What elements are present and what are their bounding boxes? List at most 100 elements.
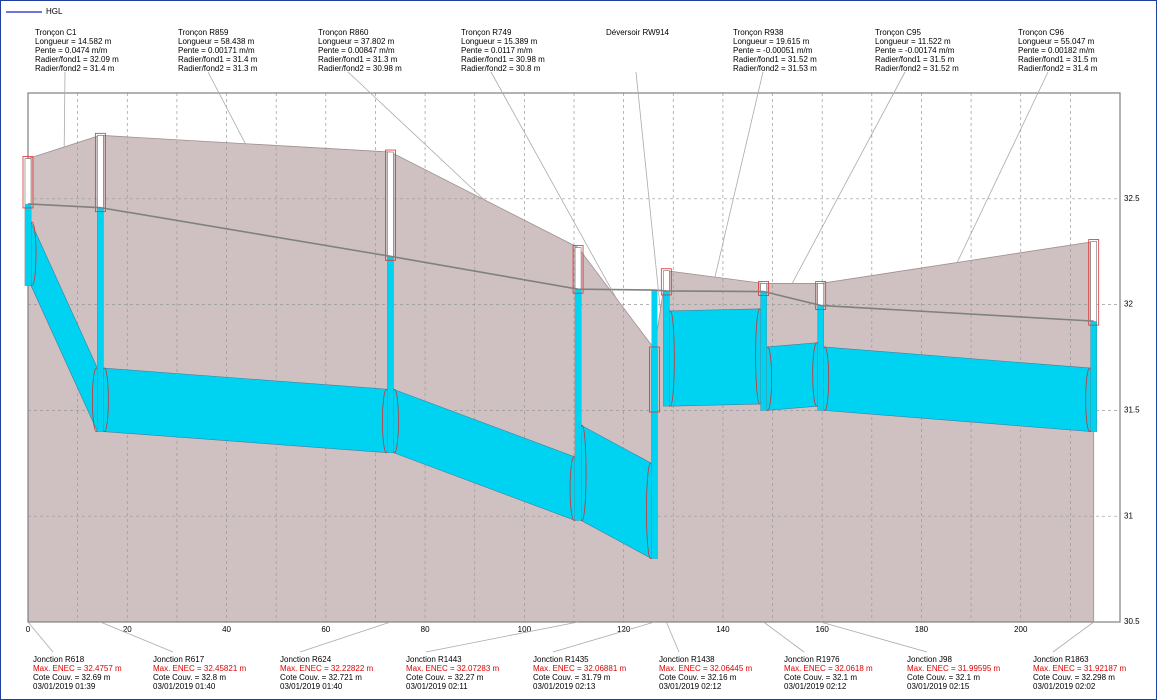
- conduit-name: Déversoir RW914: [606, 28, 670, 37]
- conduit-inv1-label: Radier/fond1 = 32.09 m: [35, 55, 119, 64]
- max-level-box: [94, 132, 106, 213]
- junction-leader: [665, 621, 680, 653]
- conduit-leader: [347, 71, 485, 201]
- x-tick-label: 20: [123, 625, 132, 634]
- x-tick-label: 80: [421, 625, 430, 634]
- conduit-length: Longueur = 58.438 m: [178, 37, 255, 46]
- max-level-box: [758, 281, 770, 296]
- manhole-water: [97, 207, 104, 432]
- junction-ground: Cote Couv. = 32.1 m: [907, 673, 980, 682]
- y-tick-label: 32.5: [1124, 194, 1140, 203]
- conduit-inv2-label: Radier/fond2 = 30.98 m: [318, 64, 402, 73]
- junction-leader: [1052, 621, 1094, 653]
- conduit-inv2-label: Radier/fond2 = 31.3 m: [178, 64, 258, 73]
- conduit-inv2-label: Radier/fond2 = 31.4 m: [35, 64, 115, 73]
- conduit-name: Tronçon C96: [1018, 28, 1065, 37]
- conduit-inv1-label: Radier/fond1 = 31.3 m: [318, 55, 398, 64]
- conduit-slope: Pente = 0.0117 m/m: [461, 46, 533, 55]
- conduit-inv2-label: Radier/fond2 = 31.53 m: [733, 64, 817, 73]
- junction-ground: Cote Couv. = 32.8 m: [153, 673, 226, 682]
- manhole-water: [575, 289, 582, 521]
- junction-time: 03/01/2019 01:40: [153, 682, 216, 691]
- junction-max: Max. ENEC = 32.0618 m: [784, 664, 873, 673]
- junction-name: Jonction R1435: [533, 655, 589, 664]
- manhole-water: [817, 305, 824, 411]
- manhole-water: [1090, 321, 1097, 432]
- plot-border: [27, 92, 1121, 623]
- conduit-leader: [714, 71, 764, 278]
- junction-max: Max. ENEC = 32.06881 m: [533, 664, 626, 673]
- x-tick-label: 120: [617, 625, 631, 634]
- conduit-slope: Pente = -0.00174 m/m: [875, 46, 955, 55]
- manhole-water: [387, 256, 394, 453]
- junction-time: 03/01/2019 02:02: [1033, 682, 1096, 691]
- manhole-water: [25, 203, 31, 286]
- max-level-box: [649, 346, 660, 413]
- conduit-leader: [956, 71, 1049, 263]
- conduit-inv1-label: Radier/fond1 = 31.52 m: [733, 55, 817, 64]
- conduit-inv2-label: Radier/fond2 = 30.8 m: [461, 64, 541, 73]
- junction-ground: Cote Couv. = 32.1 m: [784, 673, 857, 682]
- junction-max: Max. ENEC = 31.92187 m: [1033, 664, 1126, 673]
- conduit-slope: Pente = 0.00171 m/m: [178, 46, 255, 55]
- x-tick-label: 140: [716, 625, 730, 634]
- max-level-box: [815, 281, 827, 310]
- junction-time: 03/01/2019 02:11: [406, 682, 468, 691]
- x-tick-label: 160: [816, 625, 830, 634]
- junction-time: 03/01/2019 02:13: [533, 682, 596, 691]
- conduit-inv1-label: Radier/fond1 = 31.5 m: [875, 55, 955, 64]
- conduit-slope: Pente = 0.00182 m/m: [1018, 46, 1095, 55]
- junction-max: Max. ENEC = 32.06445 m: [659, 664, 752, 673]
- x-tick-label: 0: [26, 625, 31, 634]
- conduit-leader: [207, 71, 246, 144]
- y-tick-label: 31: [1124, 511, 1133, 520]
- junction-leader: [820, 621, 928, 653]
- max-level-box: [572, 245, 584, 294]
- conduit-leader: [791, 71, 906, 284]
- max-level-box: [660, 268, 672, 296]
- conduit-name: Tronçon C95: [875, 28, 922, 37]
- conduit-name: Tronçon C1: [35, 28, 77, 37]
- junction-time: 03/01/2019 02:12: [659, 682, 722, 691]
- max-level-box: [1088, 239, 1100, 326]
- conduit-length: Longueur = 14.582 m: [35, 37, 112, 46]
- junction-time: 03/01/2019 02:15: [907, 682, 970, 691]
- x-tick-label: 100: [518, 625, 532, 634]
- x-tick-label: 200: [1014, 625, 1028, 634]
- pipe: [669, 308, 761, 407]
- junction-leader: [299, 621, 391, 653]
- junction-time: 03/01/2019 02:12: [784, 682, 847, 691]
- conduit-slope: Pente = -0.00051 m/m: [733, 46, 813, 55]
- conduit-inv2-label: Radier/fond2 = 31.52 m: [875, 64, 959, 73]
- legend-label: HGL: [46, 7, 63, 16]
- conduit-length: Longueur = 55.047 m: [1018, 37, 1095, 46]
- conduit-length: Longueur = 11.522 m: [875, 37, 951, 46]
- junction-max: Max. ENEC = 32.45821 m: [153, 664, 246, 673]
- manhole-water: [760, 291, 767, 411]
- conduit-inv2-label: Radier/fond2 = 31.4 m: [1018, 64, 1098, 73]
- junction-ground: Cote Couv. = 32.298 m: [1033, 673, 1115, 682]
- conduit-slope: Pente = 0.0474 m/m: [35, 46, 108, 55]
- junction-name: Jonction R1976: [784, 655, 840, 664]
- y-tick-label: 32: [1124, 300, 1133, 309]
- junction-name: Jonction J98: [907, 655, 952, 664]
- conduit-leader: [490, 71, 617, 299]
- junction-max: Max. ENEC = 32.4757 m: [33, 664, 122, 673]
- conduit-inv1-label: Radier/fond1 = 30.98 m: [461, 55, 545, 64]
- junction-ground: Cote Couv. = 31.79 m: [533, 673, 611, 682]
- junction-name: Jonction R1438: [659, 655, 715, 664]
- max-level-box: [385, 149, 396, 261]
- junction-time: 03/01/2019 01:40: [280, 682, 343, 691]
- conduit-length: Longueur = 15.389 m: [461, 37, 538, 46]
- manhole-water: [651, 290, 658, 559]
- conduit-leader: [63, 71, 66, 147]
- junction-ground: Cote Couv. = 32.69 m: [33, 673, 111, 682]
- pipe: [766, 342, 818, 411]
- x-tick-label: 60: [321, 625, 330, 634]
- conduit-inv1-label: Radier/fond1 = 31.5 m: [1018, 55, 1098, 64]
- conduit-length: Longueur = 19.615 m: [733, 37, 810, 46]
- junction-leader: [425, 621, 579, 653]
- conduit-name: Tronçon R938: [733, 28, 784, 37]
- junction-ground: Cote Couv. = 32.16 m: [659, 673, 737, 682]
